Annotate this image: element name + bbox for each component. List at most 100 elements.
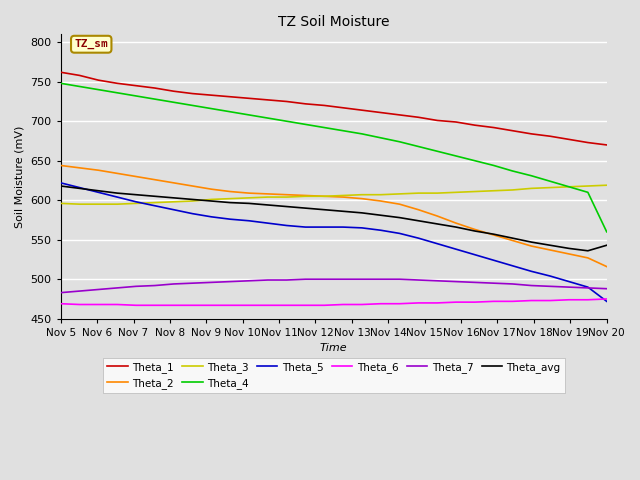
Theta_6 (76, 301, 83, 307)
Theta_3 (113, 201, 121, 207)
Theta_1 (358, 108, 366, 113)
Theta_4 (339, 128, 347, 133)
Theta_4 (396, 139, 403, 144)
Theta_avg (227, 200, 234, 205)
Theta_7 (245, 278, 253, 284)
Theta_1 (321, 103, 328, 108)
Theta_5 (283, 223, 291, 228)
Theta_1 (547, 133, 554, 139)
Theta_1 (283, 98, 291, 104)
Theta_2 (301, 192, 309, 198)
Theta_5 (57, 180, 65, 186)
Theta_2 (490, 232, 497, 238)
Theta_4 (132, 93, 140, 99)
Theta_4 (227, 109, 234, 115)
Theta_avg (283, 204, 291, 209)
Theta_1 (415, 114, 422, 120)
Theta_4 (207, 106, 215, 111)
Theta_3 (301, 193, 309, 199)
Theta_2 (264, 191, 271, 197)
Theta_4 (151, 96, 159, 102)
Theta_3 (490, 188, 497, 193)
Theta_6 (264, 302, 271, 308)
Theta_4 (283, 119, 291, 124)
Theta_1 (301, 101, 309, 107)
Theta_2 (471, 227, 479, 232)
Theta_2 (433, 213, 441, 219)
Theta_5 (321, 224, 328, 230)
Theta_3 (283, 194, 291, 200)
Theta_6 (207, 302, 215, 308)
Theta_4 (95, 87, 102, 93)
Theta_1 (471, 122, 479, 128)
Theta_5 (490, 257, 497, 263)
Theta_3 (95, 201, 102, 207)
Theta_6 (57, 301, 65, 307)
Theta_5 (95, 190, 102, 195)
Theta_3 (547, 185, 554, 191)
Theta_4 (76, 84, 83, 89)
Theta_6 (283, 302, 291, 308)
Theta_2 (113, 170, 121, 176)
Theta_2 (603, 264, 611, 269)
Theta_avg (95, 188, 102, 193)
Theta_7 (57, 290, 65, 296)
Theta_1 (151, 85, 159, 91)
Theta_2 (358, 196, 366, 202)
Theta_6 (189, 302, 196, 308)
Theta_4 (415, 144, 422, 149)
Theta_5 (76, 185, 83, 191)
Theta_2 (227, 189, 234, 194)
Theta_avg (490, 231, 497, 237)
Theta_6 (584, 297, 592, 303)
Theta_6 (227, 302, 234, 308)
Theta_4 (565, 184, 573, 190)
Theta_2 (283, 192, 291, 198)
Theta_7 (207, 279, 215, 285)
Theta_4 (584, 190, 592, 195)
Theta_6 (452, 299, 460, 305)
Theta_avg (452, 224, 460, 230)
Theta_avg (321, 207, 328, 213)
Theta_6 (170, 302, 177, 308)
Theta_4 (358, 131, 366, 137)
Theta_3 (415, 190, 422, 196)
Theta_3 (264, 194, 271, 200)
Theta_7 (603, 286, 611, 291)
Theta_avg (339, 208, 347, 214)
Theta_avg (301, 205, 309, 211)
Theta_5 (132, 199, 140, 204)
Theta_7 (547, 284, 554, 289)
Theta_5 (189, 211, 196, 216)
Title: TZ Soil Moisture: TZ Soil Moisture (278, 15, 390, 29)
Theta_4 (603, 229, 611, 235)
Theta_7 (113, 285, 121, 291)
Theta_3 (433, 190, 441, 196)
Theta_2 (584, 255, 592, 261)
Theta_2 (170, 180, 177, 186)
X-axis label: Time: Time (320, 343, 348, 353)
Legend: Theta_1, Theta_2, Theta_3, Theta_4, Theta_5, Theta_6, Theta_7, Theta_avg: Theta_1, Theta_2, Theta_3, Theta_4, Thet… (102, 358, 565, 393)
Theta_avg (509, 235, 516, 241)
Theta_6 (339, 301, 347, 307)
Theta_2 (95, 168, 102, 173)
Theta_4 (321, 125, 328, 131)
Theta_5 (170, 207, 177, 213)
Theta_7 (76, 288, 83, 294)
Theta_7 (95, 287, 102, 292)
Line: Theta_1: Theta_1 (61, 72, 607, 145)
Theta_avg (151, 193, 159, 199)
Theta_1 (264, 97, 271, 103)
Theta_7 (565, 284, 573, 290)
Theta_3 (565, 184, 573, 190)
Theta_7 (170, 281, 177, 287)
Theta_6 (301, 302, 309, 308)
Theta_1 (396, 112, 403, 118)
Theta_5 (301, 224, 309, 230)
Theta_2 (377, 198, 385, 204)
Theta_2 (527, 243, 535, 249)
Theta_5 (471, 252, 479, 258)
Theta_6 (377, 301, 385, 307)
Theta_1 (565, 136, 573, 142)
Theta_1 (339, 105, 347, 111)
